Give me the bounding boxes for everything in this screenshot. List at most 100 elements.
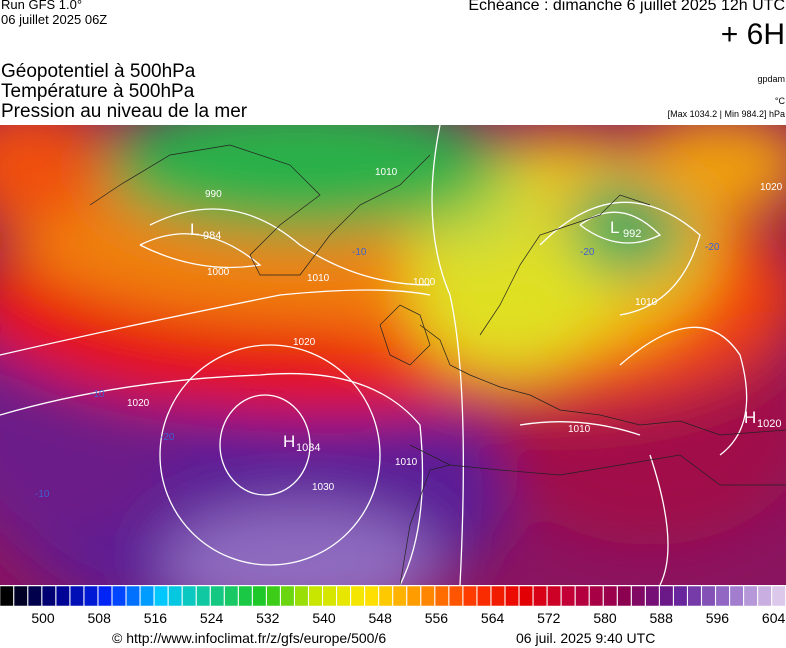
colorbar-swatch [27, 585, 42, 607]
colorbar-swatch [182, 585, 197, 607]
colorbar-swatch [462, 585, 477, 607]
isobar-label: 1020 [127, 398, 150, 409]
temp-label: -20 [580, 247, 595, 258]
colorbar-swatch [13, 585, 28, 607]
colorbar-label: 564 [480, 610, 505, 626]
units: °C [774, 96, 785, 106]
colorbar-swatch [687, 585, 702, 607]
isobar-label: 1020 [293, 337, 316, 348]
forecast: Echéance : dimanche 6 juillet 2025 12h U… [468, 0, 785, 14]
colorbar-swatch [448, 585, 463, 607]
colorbar-swatch [631, 585, 646, 607]
colorbar-swatch [210, 585, 225, 607]
colorbar-label: 588 [649, 610, 673, 626]
colorbar-swatch [55, 585, 70, 607]
colorbar-swatch [140, 585, 155, 607]
colorbar-swatch [547, 585, 562, 607]
temp-label: -10 [35, 489, 50, 500]
isobar-label: 1010 [307, 273, 330, 284]
center-type: H [744, 408, 756, 427]
colorbar-swatch [350, 585, 365, 607]
run: Run GFS 1.0° [1, 0, 83, 12]
colorbar-swatch [98, 585, 112, 607]
colorbar-label: 604 [761, 610, 786, 626]
colorbar-swatch [336, 585, 351, 607]
colorbar-swatch [771, 585, 786, 607]
colorbar-label: 500 [31, 610, 55, 626]
colorbar-swatch [294, 585, 309, 607]
units: gpdam [757, 74, 785, 84]
colorbar-label: 532 [256, 610, 280, 626]
isobar-label: 1010 [375, 167, 398, 178]
colorbar-swatch [126, 585, 141, 607]
colorbar-swatch [420, 585, 435, 607]
isobars [0, 125, 748, 585]
colorbar-swatch [603, 585, 618, 607]
temp-label: -10 [352, 247, 367, 258]
colorbar-swatch [168, 585, 183, 607]
colorbar-swatch [406, 585, 421, 607]
temp-label: -10 [90, 389, 105, 400]
temp-label: -20 [160, 432, 175, 443]
colorbar-swatch [308, 585, 323, 607]
colorbar-labels: 500 508 516 524 532 540 548 556 564 572 580 588 596 6… [0, 610, 786, 628]
colorbar-swatch [491, 585, 505, 607]
center-type: L [610, 218, 619, 237]
center-value: 1020 [757, 418, 781, 430]
colorbar-swatch [252, 585, 267, 607]
isobar-label: 1020 [760, 182, 783, 193]
colorbar-swatch [224, 585, 239, 607]
colorbar-swatch [743, 585, 758, 607]
colorbar-label: 524 [199, 610, 224, 626]
colorbar-swatch [476, 585, 491, 607]
isobar-label: 1010 [568, 424, 591, 435]
colorbar-swatch [575, 585, 590, 607]
colorbar-swatch [519, 585, 534, 607]
colorbar-swatch [589, 585, 604, 607]
colorbar-swatch [434, 585, 449, 607]
colorbar-label: 540 [312, 610, 336, 626]
colorbar-label: 508 [87, 610, 111, 626]
colorbar-label: 580 [593, 610, 617, 626]
colorbar-swatch [673, 585, 688, 607]
colorbar-label: 596 [705, 610, 730, 626]
center-value: 1034 [296, 442, 320, 454]
colorbar-swatch [645, 585, 660, 607]
isobar-label: 1010 [395, 457, 418, 468]
isobar-label: 1000 [207, 267, 230, 278]
field: Pression au niveau de la mer [1, 101, 248, 122]
center-value: 992 [623, 228, 641, 240]
colorbar-swatch [238, 585, 253, 607]
colorbar-swatch [757, 585, 772, 607]
colorbar-label: 548 [368, 610, 392, 626]
colorbar-swatch [112, 585, 126, 607]
colorbar-swatch [715, 585, 730, 607]
colorbar-swatch [533, 585, 548, 607]
colorbar-swatch [41, 585, 56, 607]
pressure-range: [Max 1034.2 | Min 984.2] hPa [667, 109, 785, 119]
coastlines [89, 144, 786, 585]
isobar-label: 1000 [413, 277, 436, 288]
colorbar-swatch [378, 585, 393, 607]
colorbar-swatch [280, 585, 295, 607]
colorbar-label: 572 [537, 610, 561, 626]
colorbar-swatch [154, 585, 169, 607]
center-type: L [190, 220, 199, 239]
isobar-label: 1030 [312, 482, 335, 493]
field: Géopotentiel à 500hPa [1, 61, 196, 82]
colorbar [0, 585, 786, 607]
colorbar-label: 556 [424, 610, 449, 626]
lead-time: + 6H [720, 18, 785, 51]
temperature-field [0, 125, 786, 585]
center-type: H [283, 432, 295, 451]
field: Température à 500hPa [1, 81, 195, 102]
colorbar-swatch [196, 585, 211, 607]
isobar-label: 990 [205, 189, 222, 200]
colorbar-swatch [617, 585, 632, 607]
source: © http://www.infoclimat.fr/z/gfs/europe/… [112, 630, 387, 646]
colorbar-swatch [83, 585, 98, 607]
colorbar-swatch [364, 585, 379, 607]
colorbar-swatch [322, 585, 337, 607]
